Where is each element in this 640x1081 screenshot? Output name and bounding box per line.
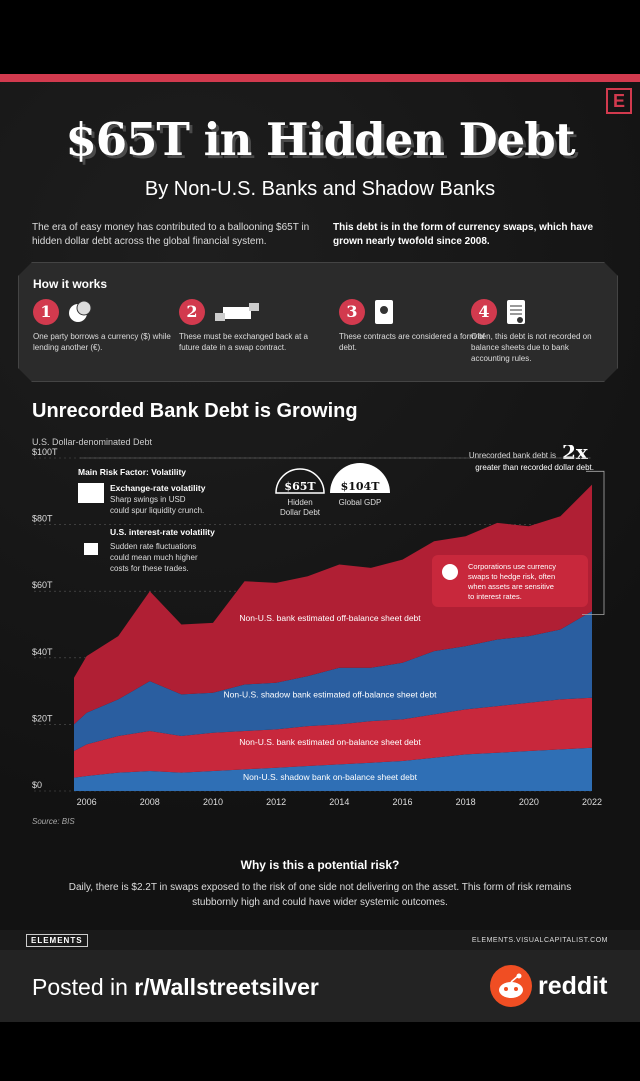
page-title: $65T in Hidden Debt	[65, 113, 575, 166]
hedge-callout-box	[432, 555, 588, 607]
y-tick-label: $80T	[32, 514, 53, 524]
risk1-text-cont: could spur liquidity crunch.	[110, 506, 204, 515]
hedge-text-cont2: when assets are sensitive	[467, 582, 554, 591]
reddit-alien-icon[interactable]	[490, 965, 532, 1007]
top-accent-bar	[0, 74, 640, 82]
hedge-text-cont3: to interest rates.	[468, 592, 522, 601]
area-series-2	[74, 697, 592, 778]
badge-hidden-label-cont: Dollar Debt	[280, 508, 321, 517]
x-tick-label: 2016	[392, 797, 412, 807]
y-axis-title: U.S. Dollar-denominated Debt	[32, 437, 153, 447]
dollar-up-icon	[84, 543, 98, 555]
balance-sheet-icon	[505, 299, 527, 325]
callout-bracket	[582, 470, 605, 615]
step-text: These contracts are considered a form of…	[339, 332, 485, 352]
series-label: Non-U.S. bank estimated on-balance sheet…	[239, 737, 421, 747]
step-number: 4	[471, 299, 497, 325]
callout-text: Unrecorded bank debt is	[469, 451, 556, 460]
y-tick-label: $0	[32, 780, 42, 790]
badge-gdp-value: $104T	[341, 480, 381, 493]
risk1-text: Sharp swings in USD	[110, 495, 186, 504]
area-series-4	[74, 484, 592, 725]
contract-icon	[373, 299, 395, 325]
badge-hidden-value: $65T	[284, 480, 316, 493]
risk2-text: Sudden rate fluctuations	[110, 542, 196, 551]
step-4: 4 Often, this debt is not recorded on ba…	[471, 299, 606, 364]
x-tick-label: 2022	[582, 797, 602, 807]
badge-hidden-label: Hidden	[287, 498, 312, 507]
step-text: These must be exchanged back at a future…	[179, 332, 308, 352]
currency-swap-icon	[442, 564, 458, 580]
chart-volatility-icon	[78, 483, 104, 503]
site-url: ELEMENTS.VISUALCAPITALIST.COM	[471, 937, 608, 944]
intro-right: This debt is in the form of currency swa…	[333, 222, 594, 247]
step-text: One party borrows a currency ($) while l…	[33, 332, 171, 352]
series-label: Non-U.S. bank estimated off-balance shee…	[239, 613, 421, 623]
x-tick-label: 2006	[77, 797, 97, 807]
step-number: 3	[339, 299, 365, 325]
callout-2x: 2x	[562, 445, 589, 464]
infographic-panel	[0, 82, 640, 950]
chart-title: Unrecorded Bank Debt is Growing	[32, 400, 358, 422]
series-label: Non-U.S. shadow bank on-balance sheet de…	[243, 772, 418, 782]
y-tick-label: $40T	[32, 647, 53, 657]
x-tick-label: 2012	[266, 797, 286, 807]
risk2-text-cont: could mean much higher	[110, 553, 198, 562]
subreddit-name[interactable]: r/Wallstreetsilver	[134, 974, 319, 1000]
step-1: 1 One party borrows a currency ($) while…	[33, 299, 183, 353]
badge-gdp-label: Global GDP	[339, 498, 382, 507]
x-tick-label: 2018	[456, 797, 476, 807]
series-label: Non-U.S. shadow bank estimated off-balan…	[224, 689, 438, 699]
exchange-hands-icon	[213, 299, 263, 325]
x-tick-label: 2014	[329, 797, 349, 807]
risk-factor-title: Main Risk Factor: Volatility	[78, 467, 186, 477]
how-it-works-title: How it works	[33, 277, 108, 291]
reddit-wordmark[interactable]: reddit	[538, 972, 608, 1000]
callout-text-cont: greater than recorded dollar debt.	[475, 463, 594, 472]
posted-prefix: Posted in	[32, 974, 135, 1000]
area-chart: $0 $20T $40T $60T $80T $100T Non-U.S. shadow b…	[32, 445, 605, 826]
posted-in[interactable]: Posted in r/Wallstreetsilver	[32, 974, 319, 1001]
x-tick-label: 2008	[140, 797, 160, 807]
step-number: 2	[179, 299, 205, 325]
elements-logo: E	[606, 88, 632, 114]
risk-question: Why is this a potential risk?	[240, 858, 400, 872]
reddit-bar	[0, 950, 640, 1022]
step-number: 1	[33, 299, 59, 325]
step-2: 2 These must be exchanged back at a futu…	[179, 299, 329, 353]
hedge-text-cont: swaps to hedge risk, often	[468, 572, 555, 581]
risk2-text-cont2: costs for these trades.	[110, 564, 189, 573]
risk2-title: U.S. interest-rate volatility	[110, 527, 215, 537]
y-tick-label: $60T	[32, 580, 53, 590]
how-it-works-box: How it works 1 One party borrows a curre…	[18, 262, 618, 382]
step-text: Often, this debt is not recorded on bala…	[471, 332, 592, 363]
area-series-3	[74, 611, 592, 752]
risk1-title: Exchange-rate volatility	[110, 483, 206, 493]
x-tick-label: 2020	[519, 797, 539, 807]
source-note: Source: BIS	[32, 817, 75, 826]
badge-global-gdp	[330, 463, 390, 493]
currency-coins-icon	[67, 299, 93, 325]
y-tick-label: $100T	[32, 447, 58, 457]
badge-hidden-debt	[275, 468, 325, 494]
step-3: 3 These contracts are considered a form …	[339, 299, 489, 353]
area-series-1	[74, 747, 592, 791]
x-tick-label: 2010	[203, 797, 223, 807]
page-subtitle: By Non-U.S. Banks and Shadow Banks	[144, 178, 496, 200]
hedge-text: Corporations use currency	[468, 562, 556, 571]
intro-left: The era of easy money has contributed to…	[32, 222, 310, 247]
elements-brand: ELEMENTS	[26, 934, 88, 947]
y-tick-label: $20T	[32, 713, 53, 723]
brand-bar	[0, 930, 640, 950]
risk-explanation: Daily, there is $2.2T in swaps exposed t…	[68, 882, 572, 908]
